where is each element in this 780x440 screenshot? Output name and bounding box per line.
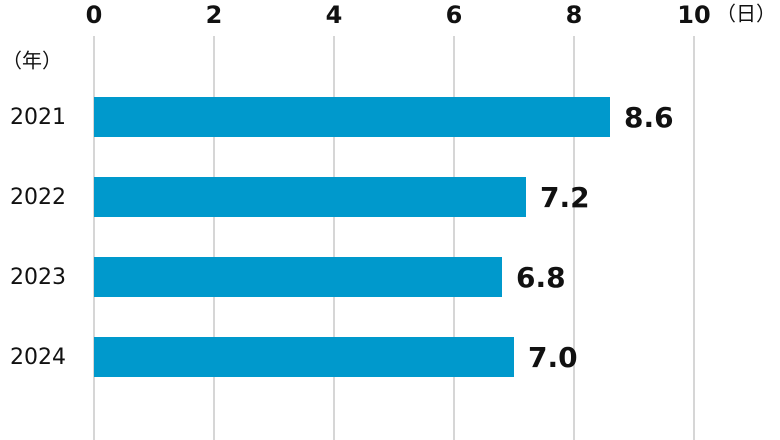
- value-label: 6.8: [516, 261, 566, 294]
- x-tick-label: 6: [446, 1, 463, 29]
- x-tick-label: 0: [86, 1, 103, 29]
- x-tick-label: 2: [206, 1, 223, 29]
- y-tick-label: 2023: [10, 265, 66, 290]
- x-axis-unit: （日）: [716, 2, 776, 26]
- y-tick-label: 2022: [10, 185, 66, 210]
- y-axis-unit: （年）: [2, 49, 62, 73]
- value-label: 8.6: [624, 101, 674, 134]
- bar: [94, 97, 610, 137]
- y-tick-label: 2024: [10, 345, 66, 370]
- x-tick-label: 10: [677, 1, 710, 29]
- bar: [94, 177, 526, 217]
- value-label: 7.0: [528, 341, 578, 374]
- value-label: 7.2: [540, 181, 590, 214]
- y-tick-label: 2021: [10, 105, 66, 130]
- bar: [94, 257, 502, 297]
- bar: [94, 337, 514, 377]
- x-tick-label: 4: [326, 1, 343, 29]
- x-tick-label: 8: [566, 1, 583, 29]
